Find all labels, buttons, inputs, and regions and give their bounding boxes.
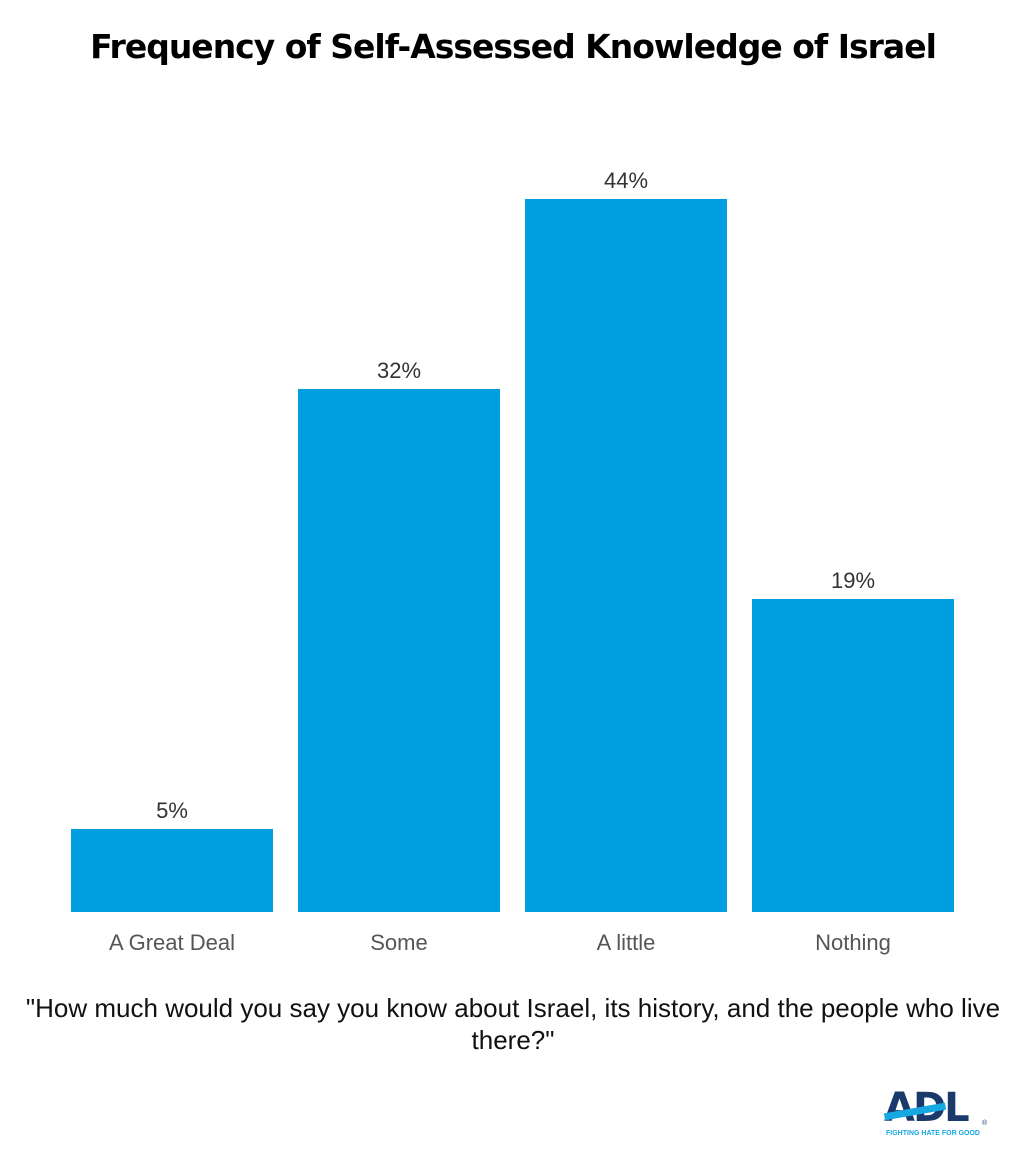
x-axis-question: "How much would you say you know about I… [25, 993, 1001, 1055]
bar-some [298, 389, 500, 912]
registered-mark: ® [982, 1120, 988, 1127]
bar-a-great-deal [71, 829, 273, 912]
chart-title: Frequency of Self-Assessed Knowledge of … [90, 27, 937, 66]
category-label: Some [370, 930, 428, 955]
category-label: A Great Deal [109, 930, 235, 955]
data-label: 44% [603, 168, 649, 193]
bar-a-little [525, 199, 727, 912]
category-label: A little [596, 930, 656, 955]
data-label: 5% [156, 798, 188, 823]
logo-tagline: FIGHTING HATE FOR GOOD [886, 1130, 980, 1137]
category-label: Nothing [815, 930, 891, 955]
adl-logo: ADL ® FIGHTING HATE FOR GOOD [883, 1086, 994, 1146]
data-label: 32% [376, 358, 422, 383]
data-label: 19% [830, 568, 876, 593]
bar-nothing [752, 599, 954, 912]
